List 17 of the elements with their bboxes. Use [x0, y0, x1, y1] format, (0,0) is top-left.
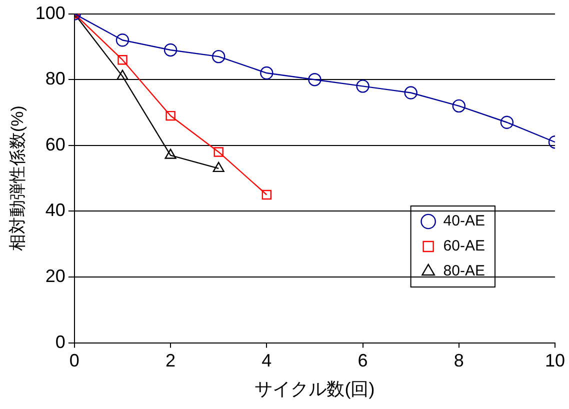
legend-label: 40-AE: [443, 212, 486, 230]
x-tick-label: 2: [166, 350, 176, 371]
y-axis-title: 相対動弾性係数(%): [8, 106, 27, 252]
y-tick-label: 40: [45, 200, 66, 220]
x-tick-label: 10: [544, 350, 566, 371]
y-tick-label: 20: [45, 266, 66, 286]
x-tick-label: 0: [69, 350, 80, 371]
y-tick-label: 60: [45, 134, 66, 154]
x-tick-label: 8: [454, 350, 464, 371]
x-axis-title: サイクル数(回): [254, 379, 375, 400]
x-tick-label: 6: [358, 350, 368, 371]
y-tick-label: 0: [55, 332, 66, 352]
y-tick-label: 80: [45, 68, 66, 89]
y-tick-label: 100: [35, 2, 66, 23]
x-tick-label: 4: [262, 350, 272, 371]
legend-label: 80-AE: [443, 262, 486, 280]
legend-label: 60-AE: [443, 238, 486, 255]
